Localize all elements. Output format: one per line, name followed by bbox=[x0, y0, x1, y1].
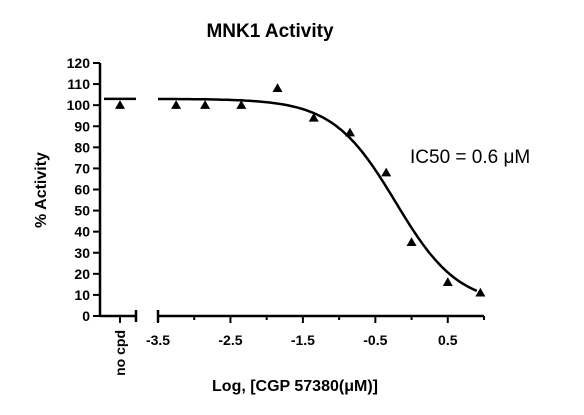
x-tick-label: 0.5 bbox=[438, 332, 458, 348]
y-tick-label: 100 bbox=[67, 97, 91, 113]
ic50-annotation: IC50 = 0.6 μM bbox=[410, 147, 530, 168]
x-tick-label: -1.5 bbox=[291, 332, 315, 348]
data-point bbox=[344, 127, 355, 137]
data-point bbox=[308, 112, 319, 122]
data-point bbox=[406, 237, 417, 246]
x-axis-title: Log, [CGP 57380(μM)] bbox=[212, 378, 378, 395]
data-point bbox=[171, 100, 182, 109]
y-tick-label: 90 bbox=[74, 118, 90, 134]
data-point bbox=[442, 277, 453, 287]
y-tick-label: 80 bbox=[74, 139, 90, 155]
x-axis-ticks: -3.5 -2.5 -1.5 -0.5 0.5 bbox=[146, 316, 485, 348]
y-tick-label: 120 bbox=[67, 55, 91, 71]
y-tick-label: 40 bbox=[74, 224, 90, 240]
data-points bbox=[171, 83, 486, 297]
data-point bbox=[381, 167, 392, 177]
data-point bbox=[475, 287, 486, 297]
y-tick-label: 60 bbox=[74, 182, 90, 198]
data-point bbox=[200, 100, 211, 109]
data-point bbox=[272, 83, 283, 93]
x-tick-label: -3.5 bbox=[146, 332, 170, 348]
y-tick-label: 70 bbox=[74, 160, 90, 176]
y-tick-label: 110 bbox=[67, 76, 90, 92]
control-point bbox=[115, 100, 125, 109]
chart-title: MNK1 Activity bbox=[206, 21, 333, 42]
y-tick-label: 50 bbox=[74, 203, 90, 219]
y-tick-label: 30 bbox=[74, 245, 90, 261]
fit-curve bbox=[158, 97, 478, 293]
data-point bbox=[236, 100, 247, 109]
x-tick-label: -0.5 bbox=[363, 332, 387, 348]
y-tick-label: 20 bbox=[74, 266, 90, 282]
control-group bbox=[104, 97, 136, 109]
y-axis-ticks: 0 10 20 30 40 50 60 70 80 90 100 110 120 bbox=[67, 55, 100, 324]
x-tick-label: -2.5 bbox=[218, 332, 242, 348]
x-tick-label-control: no cpd bbox=[112, 330, 128, 376]
y-tick-label: 0 bbox=[82, 308, 90, 324]
y-tick-label: 10 bbox=[74, 287, 90, 303]
y-axis-title: % Activity bbox=[33, 152, 50, 228]
